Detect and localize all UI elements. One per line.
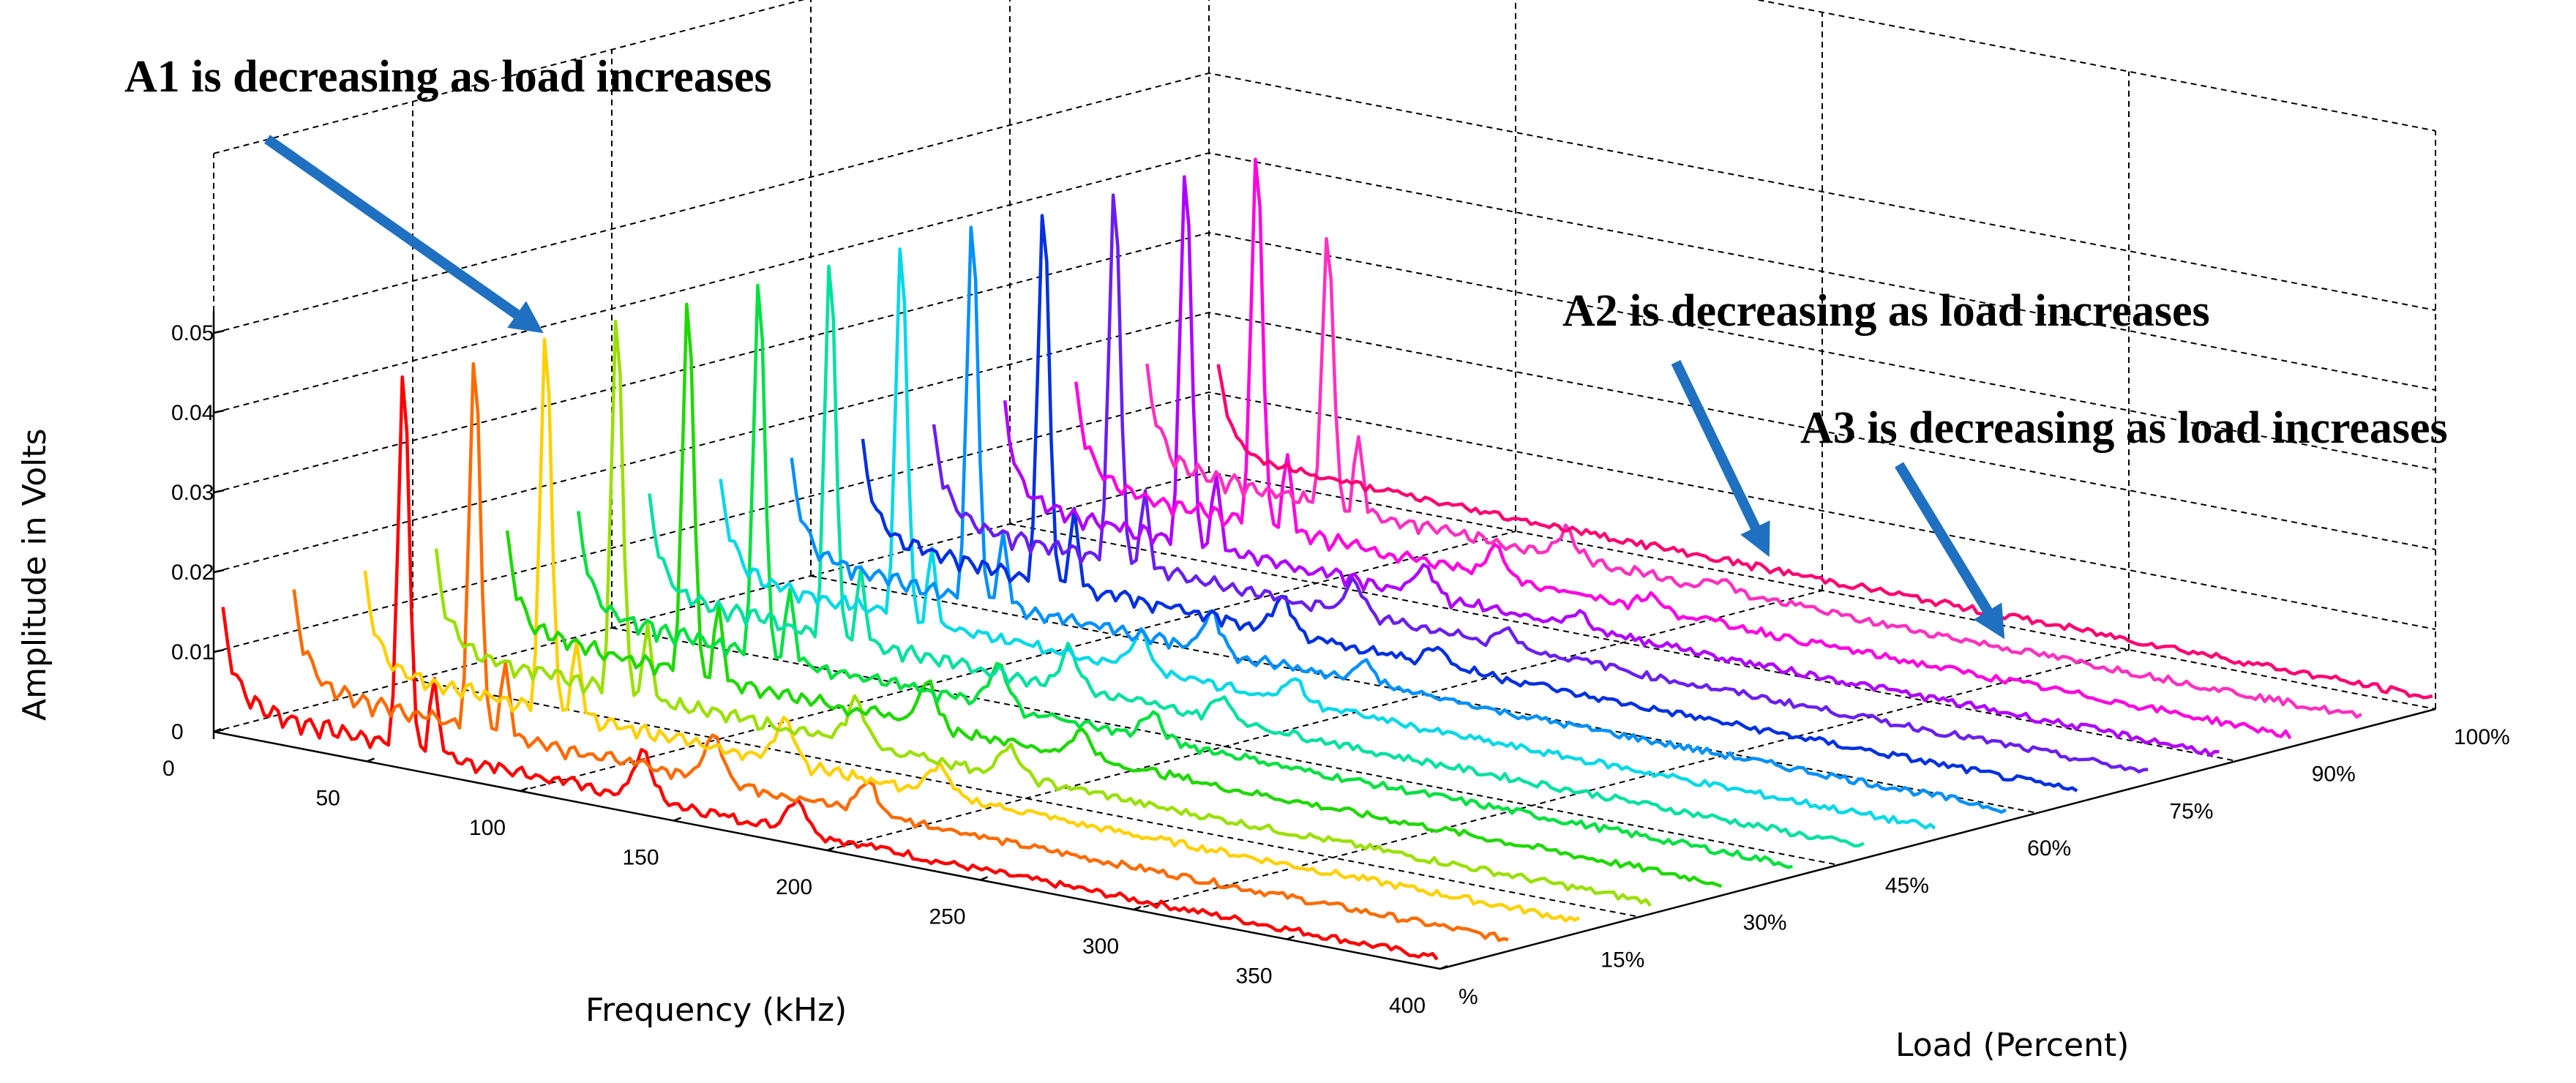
series-line	[861, 214, 2078, 792]
z-tick-label: 0.02	[171, 561, 214, 585]
series-line	[790, 225, 2007, 814]
series-line	[1074, 157, 2292, 740]
x-tick-label: 0	[162, 757, 175, 781]
x-tick-label: 50	[316, 787, 340, 811]
x-tick-mark	[1133, 905, 1142, 911]
annotation-arrow	[263, 135, 544, 334]
x-tick-mark	[673, 817, 681, 822]
x-tick-label: 300	[1082, 934, 1119, 959]
series-line	[363, 337, 1581, 923]
y-tick-label: 75%	[2169, 799, 2213, 823]
x-tick-label: 250	[929, 905, 966, 929]
annotation-a1: A1 is decreasing as load increases	[124, 52, 772, 102]
z-tick-label: 0.05	[171, 321, 214, 345]
z-tick-label: 0.03	[171, 481, 214, 505]
series-line	[577, 283, 1793, 869]
y-axis-line	[1439, 708, 2436, 970]
series-line	[1216, 364, 2433, 700]
grid-line-floor	[1009, 523, 2237, 762]
x-tick-mark	[1287, 935, 1295, 940]
grid-line-z	[213, 0, 2436, 154]
y-tick-label: 60%	[2027, 836, 2071, 861]
series-line	[221, 375, 1439, 961]
z-tick-mark	[213, 648, 225, 653]
arrows-layer	[263, 135, 2005, 640]
grid-layer	[213, 0, 2436, 970]
x-tick-label: 200	[776, 875, 812, 899]
z-axis-label: Amplitude in Volts	[16, 428, 53, 721]
z-tick-mark	[213, 329, 225, 334]
y-tick-label: 90%	[2312, 762, 2356, 787]
grid-line-floor	[611, 627, 1839, 866]
grid-line-floor	[412, 679, 1640, 918]
grid-line-floor	[826, 590, 1823, 851]
x-tick-mark	[1439, 964, 1448, 970]
series-line	[292, 361, 1509, 943]
x-tick-label: 400	[1389, 994, 1426, 1018]
x-axis-label: Frequency (kHz)	[585, 992, 847, 1029]
grid-line-z	[213, 471, 2436, 732]
series-layer	[221, 157, 2433, 961]
z-tick-mark	[213, 569, 225, 574]
x-tick-mark	[520, 787, 528, 792]
x-tick-mark	[826, 846, 835, 852]
annotation-arrow	[1671, 359, 1770, 558]
y-tick-label: %	[1459, 985, 1478, 1009]
x-tick-mark	[213, 727, 222, 733]
z-tick-label: 0.01	[171, 640, 214, 664]
x-tick-mark	[980, 876, 988, 881]
series-line	[434, 320, 1652, 907]
x-tick-label: 100	[469, 816, 506, 840]
z-tick-mark	[213, 489, 225, 494]
y-tick-label: 30%	[1743, 911, 1787, 935]
series-line	[932, 193, 2149, 773]
annotation-a2: A2 is decreasing as load increases	[1562, 286, 2210, 336]
y-tick-label: 45%	[1885, 874, 1929, 898]
annotation-a3: A3 is decreasing as load increases	[1800, 403, 2448, 453]
z-tick-label: 0	[171, 720, 184, 744]
grid-line-floor	[1133, 649, 2130, 910]
z-tick-mark	[213, 409, 225, 414]
ticks-layer: 0 0.01 0.02 0.03 0.04 0.05 0 50 100 150 200 250 300 3…	[162, 321, 2510, 1018]
series-line	[1145, 236, 2362, 719]
grid-line-z	[213, 72, 2436, 334]
grid-line-floor	[520, 531, 1516, 792]
series-line	[1003, 175, 2220, 757]
annotation-arrow	[1895, 462, 2005, 640]
y-tick-label: 100%	[2454, 725, 2510, 749]
y-axis-label: Load (Percent)	[1895, 1027, 2129, 1064]
x-tick-label: 150	[623, 846, 659, 870]
series-line	[505, 302, 1723, 888]
x-tick-mark	[367, 757, 375, 762]
grid-line-z	[213, 391, 2436, 653]
x-tick-label: 350	[1236, 964, 1273, 989]
series-line	[648, 264, 1865, 848]
z-tick-label: 0.04	[171, 401, 214, 425]
y-tick-label: 15%	[1600, 948, 1644, 972]
grid-line-floor	[810, 575, 2038, 814]
series-line	[719, 247, 1936, 830]
